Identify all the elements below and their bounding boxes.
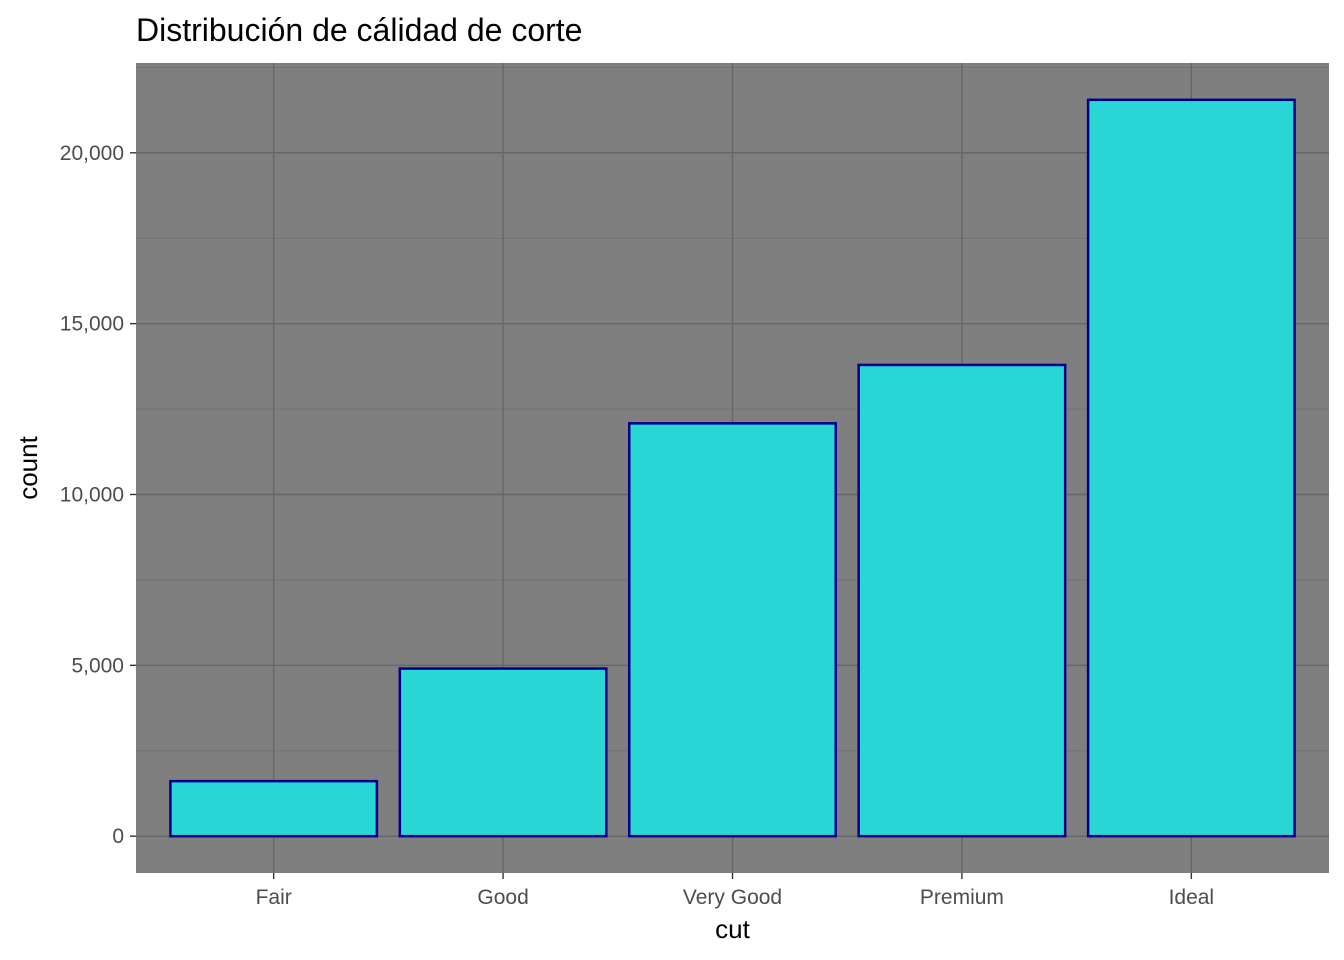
x-tick-label: Ideal xyxy=(1169,886,1215,909)
bars xyxy=(169,98,1296,838)
x-axis-title: cut xyxy=(715,914,750,944)
bar-very-good xyxy=(628,422,837,838)
bar-good xyxy=(398,667,608,838)
x-axis-ticks: Fair Good Very Good Premium Ideal xyxy=(256,873,1215,909)
y-tick-label: 15,000 xyxy=(60,313,124,336)
x-tick-label: Very Good xyxy=(683,886,782,909)
y-axis-title: count xyxy=(13,435,43,499)
x-tick-label: Fair xyxy=(256,886,292,909)
x-tick-label: Premium xyxy=(920,886,1004,909)
y-tick-label: 10,000 xyxy=(60,483,124,506)
x-tick-label: Good xyxy=(477,886,528,909)
bar-premium xyxy=(857,363,1067,838)
bar-ideal xyxy=(1086,98,1296,838)
y-tick-label: 5,000 xyxy=(71,654,124,677)
chart-title: Distribución de cálidad de corte xyxy=(136,12,582,48)
y-tick-label: 0 xyxy=(112,825,124,848)
y-tick-label: 20,000 xyxy=(60,142,124,165)
bar-fair xyxy=(169,779,379,838)
y-axis-ticks: 0 5,000 10,000 15,000 20,000 xyxy=(60,142,136,848)
